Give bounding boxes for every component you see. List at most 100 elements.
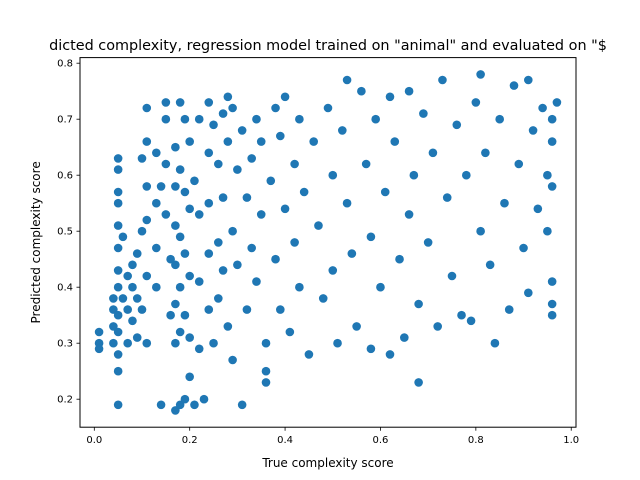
data-point [214,294,223,303]
data-point [237,400,247,410]
data-point [180,187,190,197]
data-point [132,333,142,342]
data-point [476,70,485,79]
data-point [109,322,118,331]
y-tick-label: 0.4 [57,283,73,294]
data-point [385,92,395,102]
data-point [352,322,361,331]
data-point [295,282,304,292]
data-point [132,294,142,303]
data-point [390,137,400,146]
data-point [543,226,552,236]
data-point [194,344,204,354]
data-point [404,210,414,219]
data-point [185,333,194,342]
data-point [547,137,557,146]
data-point [113,350,123,359]
y-tick-label: 0.7 [57,115,73,126]
data-point [547,277,557,286]
data-point [185,204,194,214]
data-point [342,198,352,208]
data-point [142,271,152,281]
data-point [190,400,199,410]
y-tick-label: 0.6 [57,171,73,182]
data-point [242,305,252,314]
data-point [171,142,180,152]
data-point [194,277,204,286]
data-point [175,165,185,174]
data-point [457,310,466,320]
data-point [385,350,395,359]
x-axis-label: True complexity score [261,456,393,470]
data-point [128,282,137,292]
data-point [171,182,180,191]
data-point [481,148,490,158]
data-point [404,86,414,96]
data-point [466,316,476,326]
data-point [304,350,314,359]
data-point [204,198,214,208]
data-point [194,114,204,124]
data-point [400,333,409,342]
data-point [94,327,104,337]
data-point [113,366,123,376]
data-point [266,176,276,186]
data-point [438,75,447,85]
data-point [252,114,261,124]
data-point [524,75,533,85]
data-point [252,277,261,286]
data-point [290,159,299,169]
data-point [276,305,285,314]
data-point [113,266,123,275]
data-point [166,310,175,320]
data-point [113,187,123,197]
data-point [161,210,171,219]
data-point [218,109,228,118]
data-point [175,232,185,242]
data-point [152,198,161,208]
y-tick-label: 0.5 [57,227,73,238]
data-point [137,154,147,163]
x-tick-label: 1.0 [563,435,579,446]
data-point [109,305,118,314]
data-point [142,182,152,191]
data-point [314,221,323,230]
data-point [152,243,161,253]
data-point [237,126,247,135]
data-point [233,260,242,270]
data-point [280,92,290,102]
data-point [118,294,128,303]
data-point [547,114,557,124]
data-point [228,355,237,365]
data-point [547,299,557,309]
data-point [247,243,256,253]
data-point [218,193,228,202]
data-point [113,282,123,292]
data-point [113,221,123,230]
data-point [395,254,404,264]
data-point [247,154,256,163]
data-point [485,260,495,270]
data-point [514,159,524,169]
data-point [347,249,357,258]
data-point [228,226,237,236]
data-point [204,148,214,158]
data-point [123,305,132,314]
data-point [423,238,433,247]
data-point [161,159,171,169]
data-point [357,86,366,96]
data-point [214,159,223,169]
data-point [204,305,214,314]
data-point [94,344,104,354]
data-point [109,294,118,303]
data-point [371,114,380,124]
data-point [137,305,147,314]
data-point [161,114,171,124]
data-point [280,204,290,214]
data-point [171,406,180,415]
data-point [271,254,280,264]
y-tick-label: 0.2 [57,395,73,406]
data-point [233,165,242,174]
data-point [185,372,194,382]
data-point [342,75,352,85]
